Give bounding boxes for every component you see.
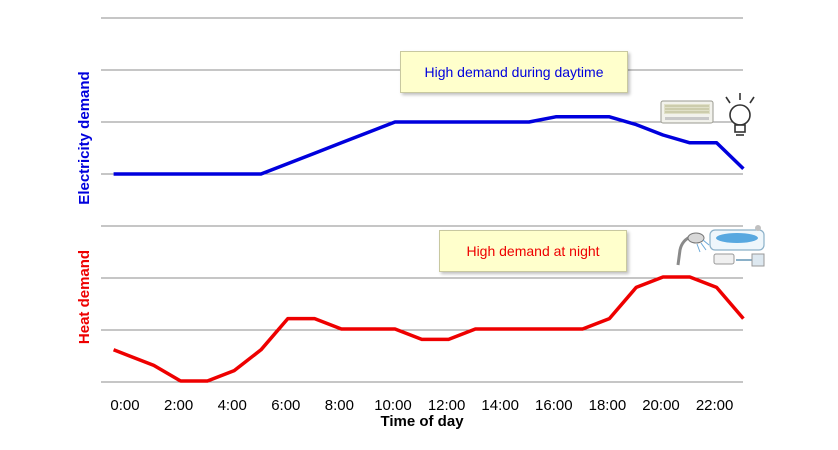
x-tick-label: 0:00 [110,397,139,414]
x-tick-label: 18:00 [589,397,627,414]
heat-demand-line [112,275,745,383]
x-tick-label: 12:00 [428,397,466,414]
shower-icon [676,232,710,266]
x-tick-label: 8:00 [325,397,354,414]
heat-annotation: High demand at night [439,230,627,272]
light-bulb-icon [725,93,755,136]
x-tick-label: 6:00 [271,397,300,414]
x-tick-label: 14:00 [481,397,519,414]
electricity-demand-line [113,115,745,176]
x-axis-label: Time of day [380,413,464,430]
heat-demand-axis-label: Heat demand [76,250,93,344]
electricity-annotation: High demand during daytime [400,51,628,93]
electricity-demand-axis-label: Electricity demand [76,71,93,204]
x-tick-label: 10:00 [374,397,412,414]
x-tick-label: 20:00 [642,397,680,414]
x-tick-label: 4:00 [218,397,247,414]
bathtub-icon [709,225,765,267]
air-conditioner-icon [660,100,714,124]
x-tick-labels: 0:00 2:00 4:00 6:00 8:00 10:00 12:00 14:00 16:00… [110,397,733,414]
x-tick-label: 2:00 [164,397,193,414]
x-tick-label: 16:00 [535,397,573,414]
x-tick-label: 22:00 [696,397,734,414]
